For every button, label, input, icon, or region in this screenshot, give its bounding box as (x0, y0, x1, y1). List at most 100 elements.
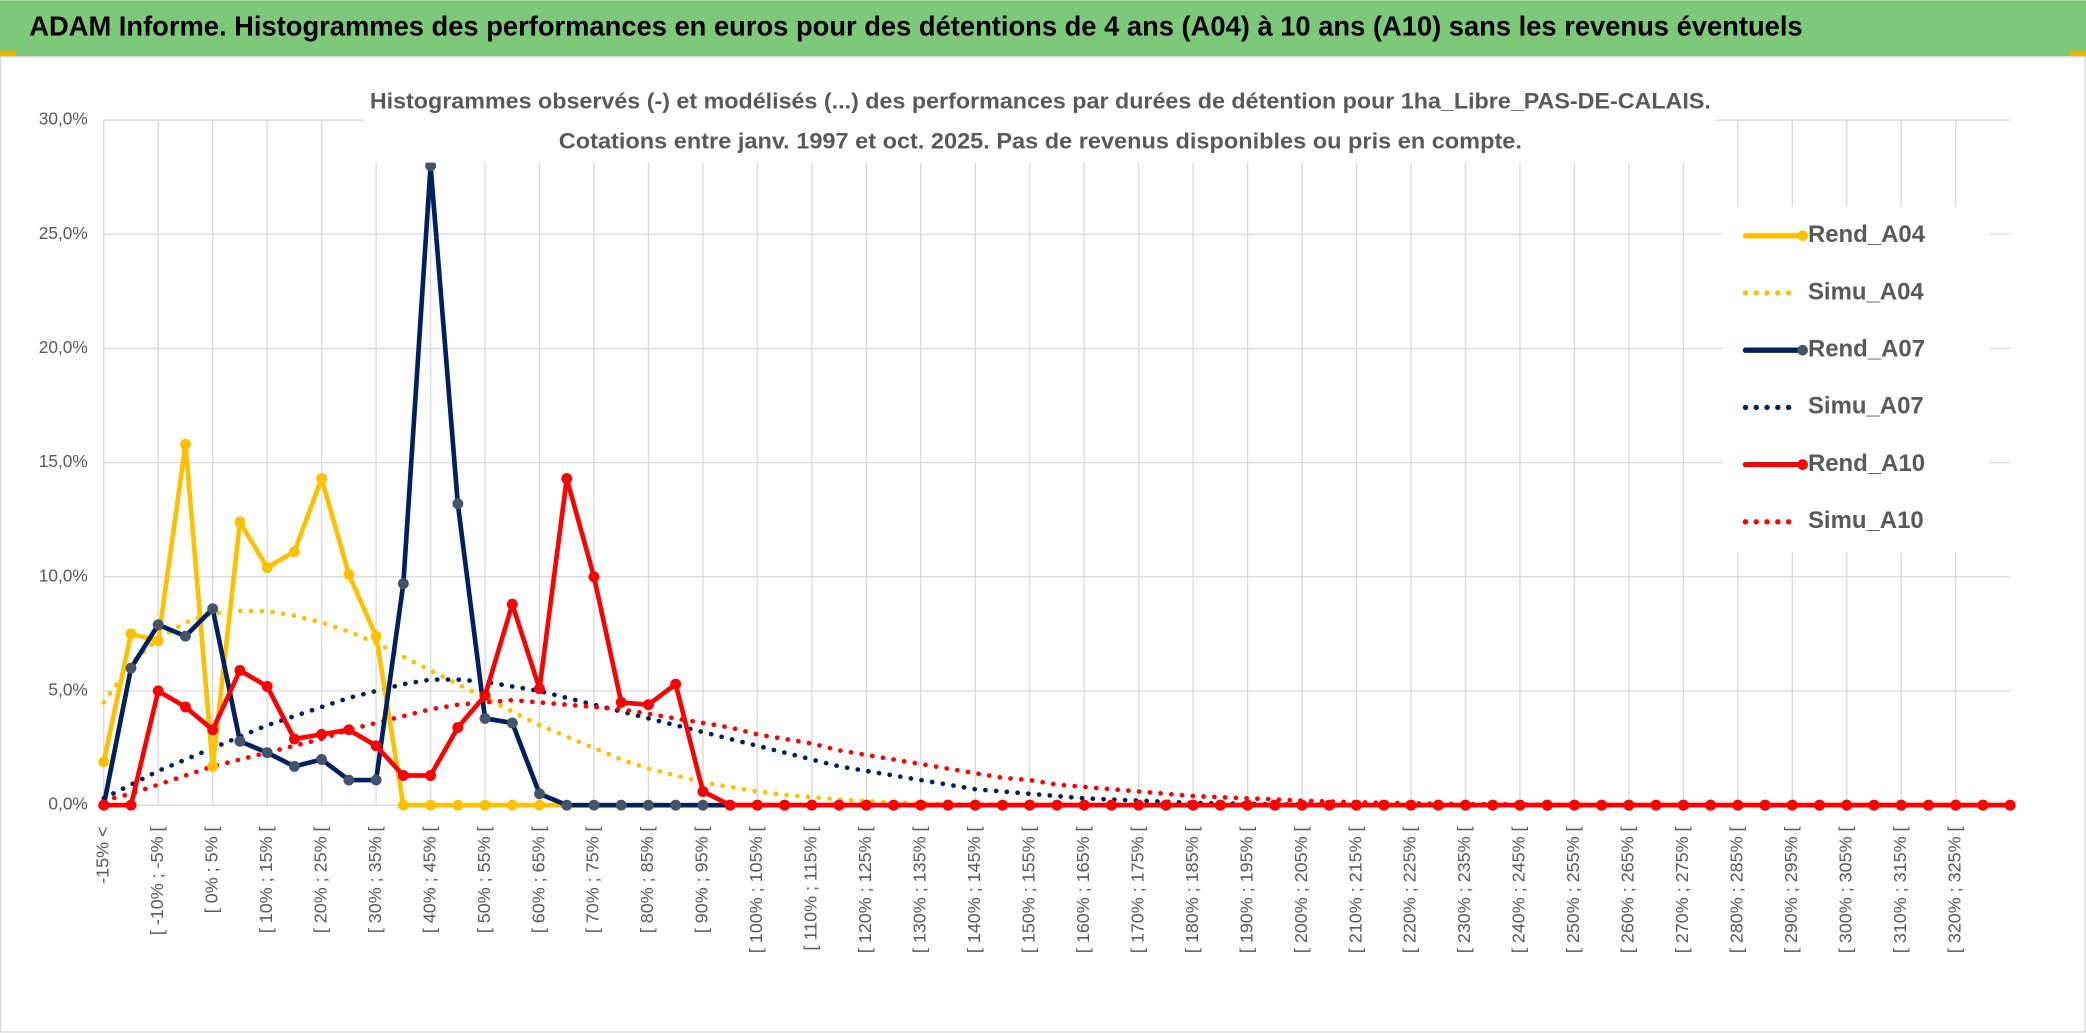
data-point (1977, 799, 1989, 811)
data-point (1650, 799, 1662, 811)
data-point (506, 717, 518, 729)
x-tick-label: [ 290% ; 295% [ (1781, 826, 1801, 953)
data-point (724, 799, 736, 811)
data-point (1841, 799, 1853, 811)
data-point (1378, 799, 1390, 811)
data-point (261, 562, 273, 574)
data-point (452, 799, 464, 811)
header-accent (0, 50, 16, 57)
legend-label: Rend_A07 (1808, 336, 1925, 363)
x-tick-label: [ 240% ; 245% [ (1509, 826, 1529, 953)
data-point (1214, 799, 1226, 811)
x-tick-label: [ 80% ; 85% [ (637, 826, 657, 933)
data-point (316, 473, 328, 485)
data-point (370, 774, 382, 786)
data-point (316, 728, 328, 740)
x-tick-label: [ 120% ; 125% [ (855, 826, 875, 953)
data-point (370, 740, 382, 752)
data-point (1705, 799, 1717, 811)
data-point (316, 754, 328, 765)
data-point (234, 664, 246, 676)
data-point (1432, 799, 1444, 811)
x-tick-label: [ 300% ; 305% [ (1835, 826, 1855, 953)
data-point (207, 603, 219, 615)
legend-marker (1797, 230, 1808, 242)
x-tick-label: [ 0% ; 5% [ (201, 826, 221, 913)
data-point (343, 724, 355, 736)
x-tick-label: [ 70% ; 75% [ (583, 826, 603, 933)
x-tick-label: [ -10% ; -5% [ (147, 826, 167, 935)
data-point (1296, 799, 1308, 811)
chart-subtitle: Cotations entre janv. 1997 et oct. 2025.… (559, 129, 1522, 154)
chart-frame (0, 56, 2086, 1033)
data-point (125, 628, 137, 640)
x-tick-label: [ 140% ; 145% [ (964, 826, 984, 953)
data-point (98, 756, 110, 768)
data-point (670, 678, 682, 690)
data-point (534, 799, 545, 811)
data-point (397, 770, 409, 781)
header-title: ADAM Informe. Histogrammes des performan… (29, 11, 1802, 42)
data-point (1677, 799, 1689, 811)
x-tick-label: [ 60% ; 65% [ (528, 826, 548, 933)
data-point (261, 747, 273, 759)
data-point (806, 799, 818, 811)
data-point (615, 799, 627, 811)
data-point (1105, 799, 1117, 811)
data-point (860, 799, 872, 811)
data-point (1160, 799, 1172, 811)
data-point (1759, 799, 1771, 811)
y-tick-label: 15,0% (39, 451, 88, 471)
data-point (1868, 799, 1880, 811)
data-point (452, 498, 464, 510)
data-point (642, 699, 654, 711)
data-point (833, 799, 845, 811)
y-tick-label: 25,0% (39, 223, 88, 243)
x-tick-label: [ 150% ; 155% [ (1018, 826, 1038, 953)
data-point (1269, 799, 1281, 811)
data-point (1460, 799, 1471, 811)
x-tick-label: [ 250% ; 255% [ (1563, 826, 1583, 953)
legend-label: Simu_A07 (1808, 393, 1924, 420)
data-point (642, 799, 654, 811)
data-point (888, 799, 900, 811)
x-tick-label: [ 30% ; 35% [ (365, 826, 385, 933)
y-tick-label: 5,0% (48, 680, 87, 700)
data-point (261, 680, 273, 692)
data-point (588, 571, 600, 583)
data-point (942, 799, 954, 811)
x-tick-label: [ 190% ; 195% [ (1236, 826, 1256, 953)
data-point (1596, 799, 1608, 811)
data-point (561, 799, 573, 811)
x-tick-label: [ 180% ; 185% [ (1182, 826, 1202, 953)
data-point (234, 735, 246, 747)
plot-area (98, 160, 2016, 811)
data-point (425, 799, 437, 811)
data-point (479, 712, 491, 724)
chart-title: Histogrammes observés (-) et modélisés (… (370, 89, 1711, 114)
data-point (588, 799, 600, 811)
data-point (288, 733, 300, 745)
data-point (288, 760, 300, 772)
data-point (1051, 799, 1063, 811)
x-tick-label: [ 230% ; 235% [ (1454, 826, 1474, 953)
title-backdrop (364, 82, 1717, 163)
data-point (479, 690, 491, 702)
data-point (1895, 799, 1907, 811)
x-tick-label: [ 270% ; 275% [ (1672, 826, 1692, 953)
x-tick-label: [ 160% ; 165% [ (1073, 826, 1093, 953)
y-tick-label: 30,0% (39, 109, 88, 129)
header-bar (0, 0, 2086, 57)
data-point (343, 569, 355, 580)
data-point (1487, 799, 1499, 811)
x-tick-label: [ 310% ; 315% [ (1890, 826, 1910, 953)
data-point (1351, 799, 1363, 811)
data-point (534, 788, 545, 800)
y-tick-label: 0,0% (48, 794, 87, 814)
data-point (180, 438, 191, 450)
data-point (1514, 799, 1526, 811)
data-point (1623, 799, 1635, 811)
data-point (1078, 799, 1090, 811)
data-point (207, 724, 219, 736)
data-point (2004, 799, 2016, 811)
